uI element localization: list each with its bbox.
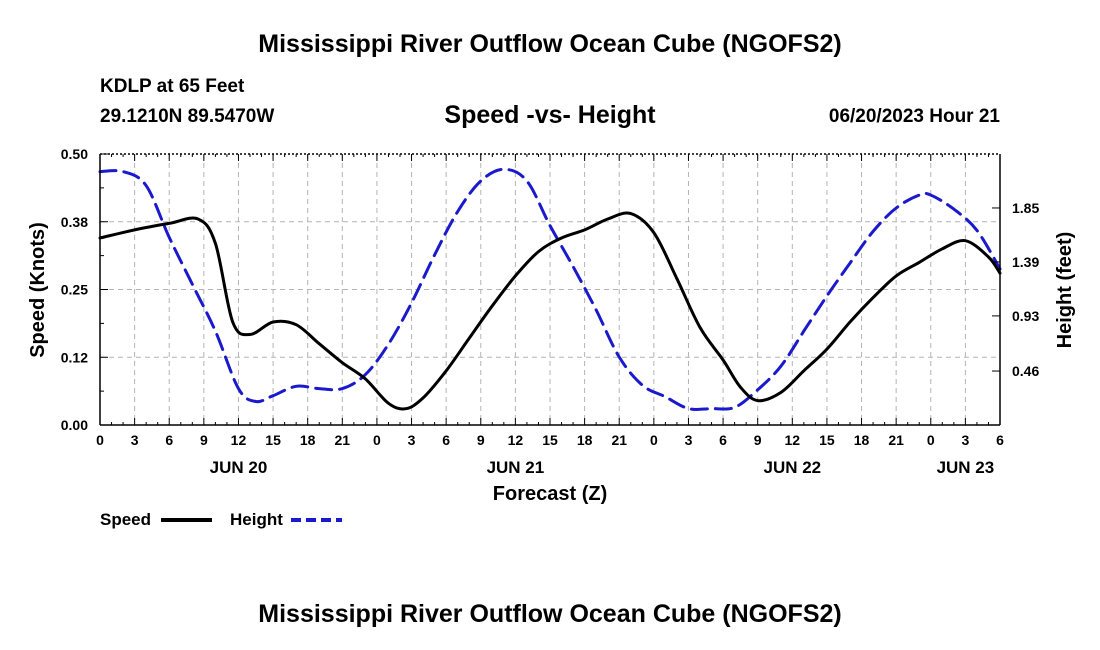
station-label: KDLP at 65 Feet bbox=[100, 76, 245, 97]
y-axis-title: Speed (Knots) bbox=[27, 222, 49, 358]
x-tick-label: 9 bbox=[477, 432, 485, 448]
x-tick-label: 18 bbox=[577, 432, 593, 448]
x-date-label: JUN 20 bbox=[210, 458, 268, 477]
station-coords: 29.1210N 89.5470W bbox=[100, 106, 275, 127]
x-tick-label: 21 bbox=[335, 432, 351, 448]
x-tick-label: 12 bbox=[508, 432, 524, 448]
x-tick-label: 3 bbox=[685, 432, 693, 448]
x-tick-label: 21 bbox=[611, 432, 627, 448]
y-tick-label: 0.00 bbox=[61, 417, 88, 433]
x-tick-label: 0 bbox=[96, 432, 104, 448]
x-tick-label: 15 bbox=[819, 432, 835, 448]
x-date-label: JUN 22 bbox=[763, 458, 821, 477]
x-tick-label: 3 bbox=[961, 432, 969, 448]
x-date-label: JUN 23 bbox=[937, 458, 995, 477]
chart-title: Speed -vs- Height bbox=[444, 101, 656, 129]
x-tick-label: 18 bbox=[854, 432, 870, 448]
y-tick-label: 0.12 bbox=[61, 349, 88, 365]
x-tick-label: 9 bbox=[754, 432, 762, 448]
series-layer bbox=[98, 167, 1002, 411]
speed-series-line bbox=[98, 211, 1002, 411]
speed-height-chart: 0 3 6 9 12 15 18 21 0 3 6 9 12 15 18 21 0 3 6 9 12 15 18 21 0 3 6 0… bbox=[27, 146, 1076, 529]
legend: Speed Height bbox=[100, 510, 342, 529]
x-tick-label: 18 bbox=[300, 432, 316, 448]
x-tick-label: 12 bbox=[231, 432, 247, 448]
x-tick-label: 6 bbox=[996, 432, 1004, 448]
x-tick-label: 0 bbox=[650, 432, 658, 448]
y2-tick-label: 0.93 bbox=[1012, 308, 1039, 324]
forecast-datetime: 06/20/2023 Hour 21 bbox=[828, 106, 1000, 127]
page-title: Mississippi River Outflow Ocean Cube (NG… bbox=[258, 30, 842, 58]
x-tick-label: 0 bbox=[373, 432, 381, 448]
legend-speed-label: Speed bbox=[100, 510, 151, 529]
y-tick-label: 0.50 bbox=[61, 146, 88, 162]
y2-tick-label: 1.85 bbox=[1012, 200, 1039, 216]
x-tick-label: 15 bbox=[265, 432, 281, 448]
x-tick-label: 15 bbox=[542, 432, 558, 448]
y-tick-label: 0.25 bbox=[61, 282, 88, 298]
axes: 0 3 6 9 12 15 18 21 0 3 6 9 12 15 18 21 0 3 6 9 12 15 18 21 0 3 6 0… bbox=[61, 146, 1040, 477]
y2-axis-title: Height (feet) bbox=[1054, 232, 1076, 349]
x-tick-label: 0 bbox=[927, 432, 935, 448]
x-tick-label: 3 bbox=[131, 432, 139, 448]
x-tick-label: 21 bbox=[888, 432, 904, 448]
legend-height-label: Height bbox=[230, 510, 283, 529]
x-tick-label: 6 bbox=[719, 432, 727, 448]
height-series-line bbox=[98, 167, 1002, 411]
x-date-label: JUN 21 bbox=[487, 458, 545, 477]
x-axis-title: Forecast (Z) bbox=[493, 483, 607, 505]
x-tick-label: 12 bbox=[785, 432, 801, 448]
x-tick-label: 9 bbox=[200, 432, 208, 448]
y2-tick-label: 1.39 bbox=[1012, 254, 1039, 270]
x-tick-label: 6 bbox=[442, 432, 450, 448]
y-tick-label: 0.38 bbox=[61, 214, 88, 230]
y2-tick-label: 0.46 bbox=[1012, 363, 1039, 379]
footer-title: Mississippi River Outflow Ocean Cube (NG… bbox=[258, 600, 842, 628]
x-tick-label: 6 bbox=[165, 432, 173, 448]
x-tick-label: 3 bbox=[408, 432, 416, 448]
